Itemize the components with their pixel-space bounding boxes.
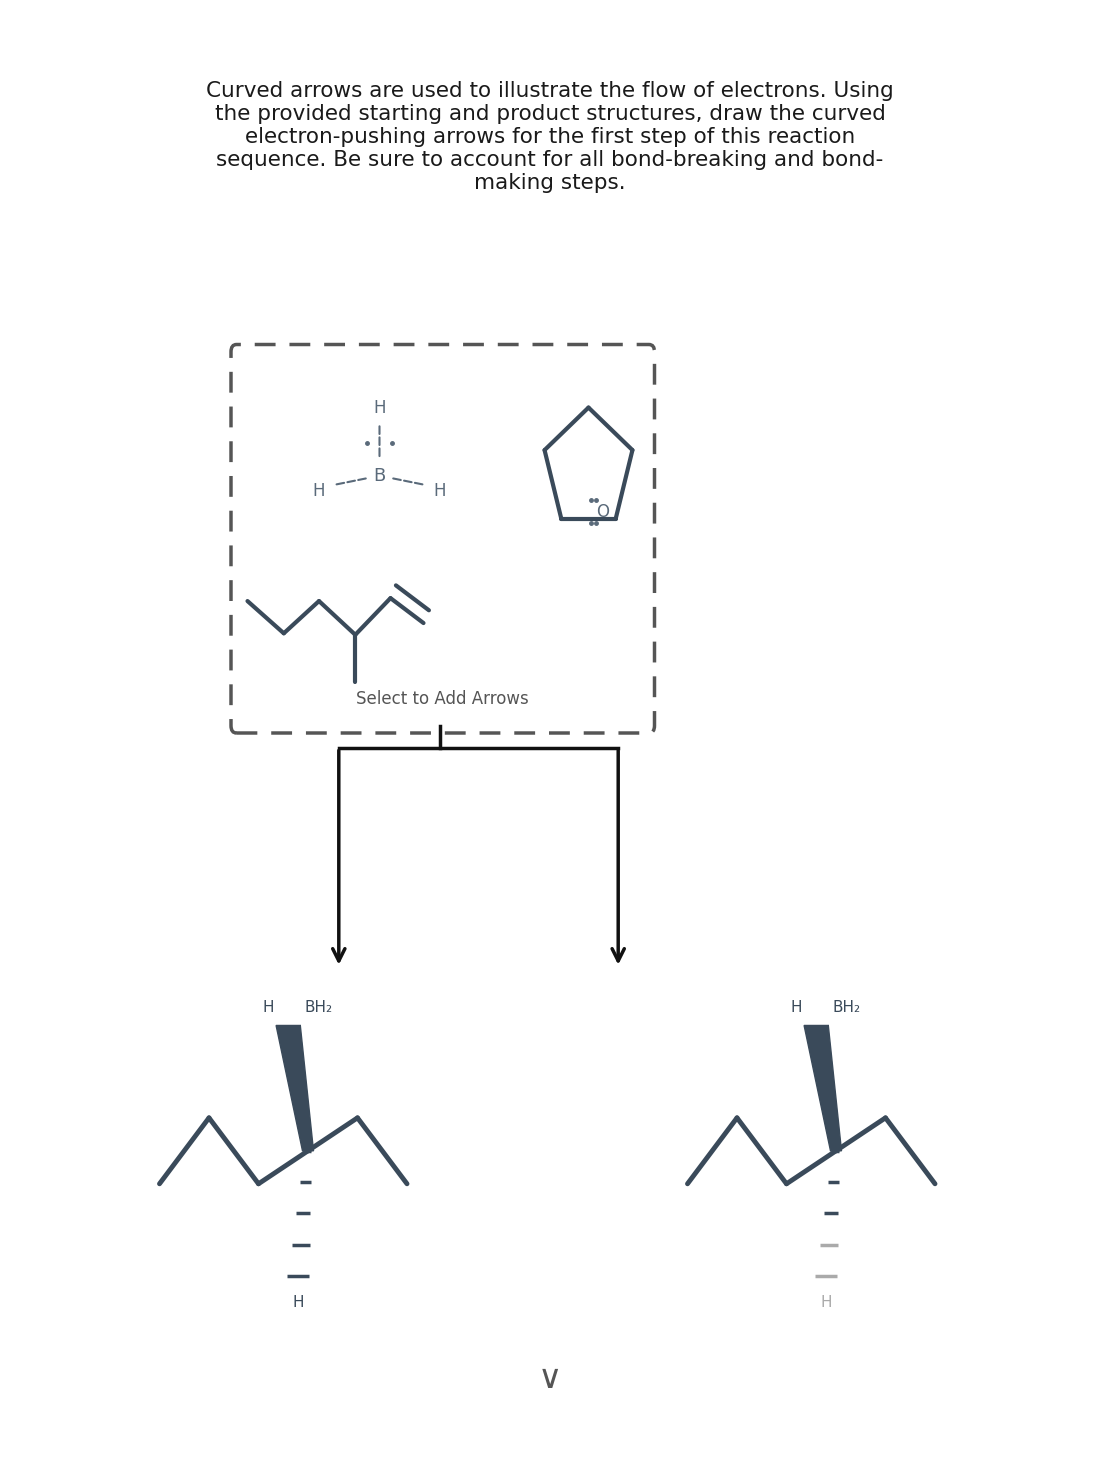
Text: BH₂: BH₂ <box>305 1000 333 1016</box>
Polygon shape <box>276 1026 314 1151</box>
Text: Select to Add Arrows: Select to Add Arrows <box>356 690 529 708</box>
Polygon shape <box>804 1026 842 1151</box>
Text: ∨: ∨ <box>538 1362 562 1394</box>
Text: H: H <box>293 1296 304 1311</box>
Text: B: B <box>373 468 386 485</box>
Text: BH₂: BH₂ <box>833 1000 861 1016</box>
Text: H: H <box>433 482 447 500</box>
Text: H: H <box>312 482 326 500</box>
Text: H: H <box>821 1296 832 1311</box>
Text: O: O <box>596 503 609 520</box>
Text: H: H <box>373 399 386 416</box>
Text: Curved arrows are used to illustrate the flow of electrons. Using
the provided s: Curved arrows are used to illustrate the… <box>206 81 894 194</box>
Text: H: H <box>263 1000 274 1016</box>
Text: H: H <box>791 1000 802 1016</box>
FancyBboxPatch shape <box>231 345 654 733</box>
